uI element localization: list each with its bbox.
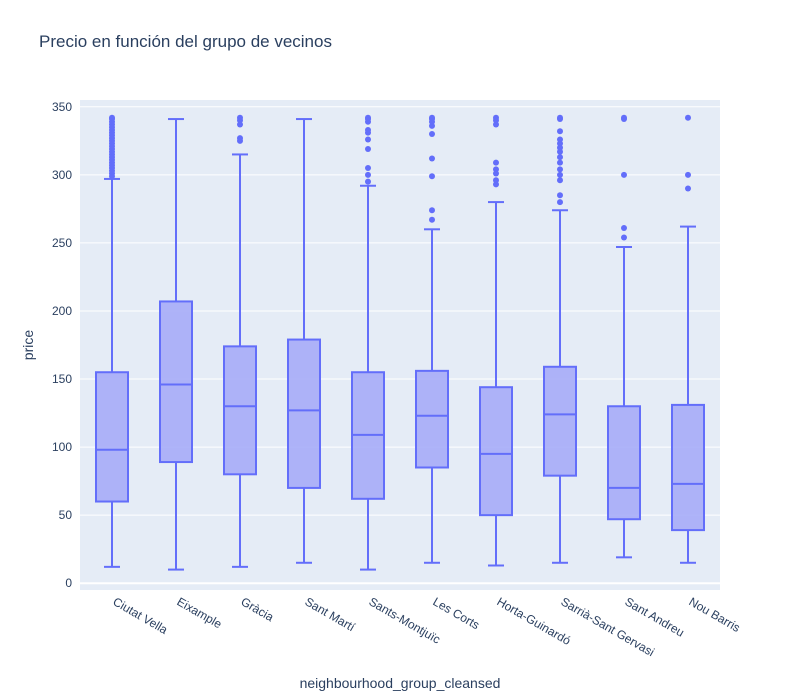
outlier-point [557, 128, 563, 135]
iqr-box [95, 371, 129, 503]
outlier-point [493, 159, 499, 166]
outlier-point [621, 224, 627, 231]
y-tick-label: 50 [59, 508, 73, 522]
y-tick-label: 300 [52, 168, 72, 182]
iqr-box [479, 386, 513, 517]
outlier-point [557, 171, 563, 178]
iqr-box [415, 369, 449, 469]
iqr-box [543, 365, 577, 477]
outlier-point [429, 131, 435, 138]
boxes-layer [95, 114, 705, 571]
box-group [607, 114, 641, 559]
x-tick-label: Sant Martí [303, 594, 359, 634]
outlier-point [365, 136, 371, 143]
outlier-point [557, 192, 563, 199]
outlier-point [365, 178, 371, 185]
outlier-point [557, 154, 563, 161]
iqr-box [223, 345, 257, 476]
x-tick-label: Gràcia [239, 594, 277, 624]
box-group [351, 114, 385, 571]
box-group [415, 114, 449, 564]
y-tick-label: 200 [52, 304, 72, 318]
x-tick-label: Les Corts [431, 594, 482, 632]
outlier-point [685, 114, 691, 121]
box-group [543, 114, 577, 564]
box-group [223, 114, 257, 568]
x-axis-ticks: Ciutat Vella Eixample Gràcia Sant Martí Sant… [111, 594, 743, 659]
x-tick-label: Ciutat Vella [111, 594, 171, 637]
outlier-point [237, 135, 243, 142]
x-axis-title: neighbourhood_group_cleansed [300, 675, 501, 691]
outlier-point [557, 166, 563, 173]
y-tick-label: 350 [52, 100, 72, 114]
outlier-point [621, 114, 627, 121]
chart-title: Precio en función del grupo de vecinos [39, 32, 332, 51]
y-tick-label: 250 [52, 236, 72, 250]
outlier-point [365, 171, 371, 178]
outlier-point [429, 207, 435, 214]
y-tick-label: 0 [65, 576, 72, 590]
box-group [95, 114, 129, 568]
iqr-box [287, 338, 321, 489]
outlier-point [429, 173, 435, 180]
box-group [287, 118, 321, 564]
outlier-point [685, 185, 691, 192]
outlier-point [109, 114, 115, 121]
outlier-point [557, 199, 563, 206]
outlier-point [429, 216, 435, 223]
x-tick-label: Eixample [175, 594, 225, 631]
outlier-point [557, 114, 563, 121]
box-group [159, 118, 193, 571]
outlier-point [557, 177, 563, 184]
box-group [479, 114, 513, 567]
iqr-box [607, 405, 641, 521]
iqr-box [671, 403, 705, 532]
y-axis-ticks: 0 50 100 150 200 250 300 350 [52, 100, 72, 590]
outlier-point [429, 114, 435, 121]
y-tick-label: 150 [52, 372, 72, 386]
y-tick-label: 100 [52, 440, 72, 454]
outlier-point [429, 155, 435, 162]
outlier-point [493, 166, 499, 173]
x-tick-label: Nou Barris [687, 594, 743, 634]
outlier-point [685, 171, 691, 178]
box-group [671, 114, 705, 564]
x-tick-label: Sants-Montjuïc [367, 594, 443, 646]
outlier-point [621, 234, 627, 241]
outlier-point [493, 114, 499, 121]
y-axis-title: price [20, 330, 36, 361]
outlier-point [237, 114, 243, 121]
outlier-point [557, 136, 563, 143]
outlier-point [365, 146, 371, 152]
outlier-point [557, 159, 563, 166]
outlier-point [365, 165, 371, 172]
outlier-point [365, 114, 371, 121]
outlier-point [365, 126, 371, 133]
outlier-point [621, 171, 627, 178]
iqr-box [159, 300, 193, 464]
outlier-point [493, 177, 499, 184]
